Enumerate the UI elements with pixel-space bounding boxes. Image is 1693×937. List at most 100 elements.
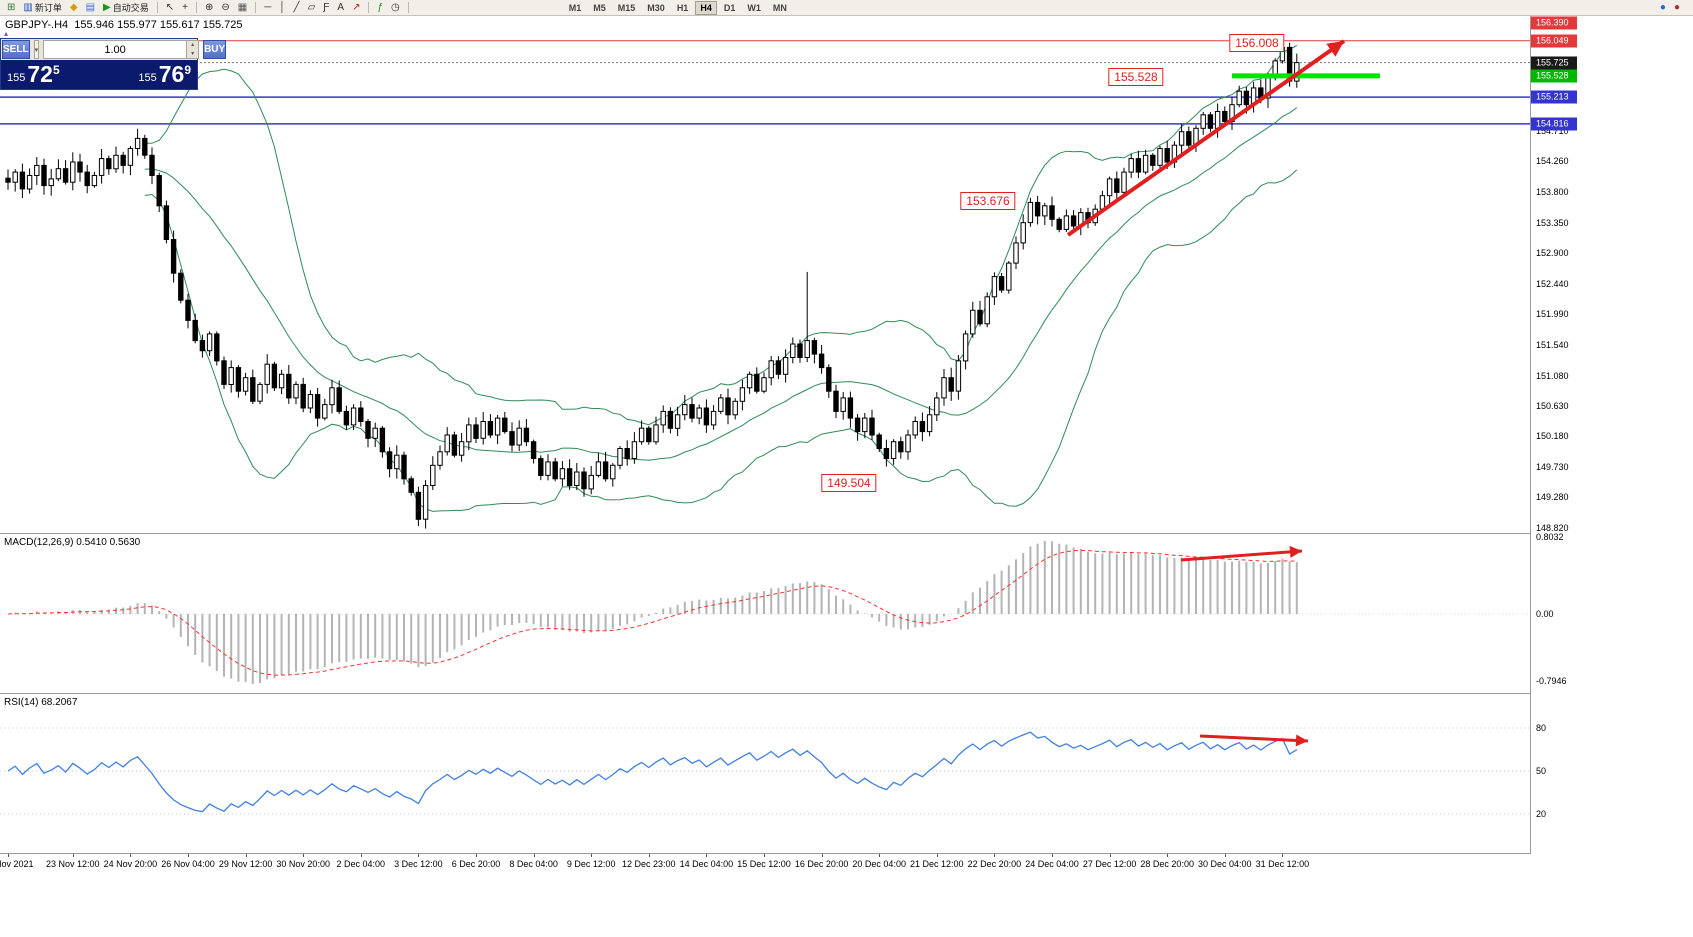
metaeditor-icon: ◆ — [69, 1, 78, 13]
rsi-line — [7, 731, 1298, 813]
trendline-button[interactable]: ╱ — [290, 1, 304, 15]
time-axis-tick — [994, 854, 996, 857]
toolbar-separator — [156, 2, 158, 13]
alert-status-icon[interactable]: ● — [1673, 1, 1680, 13]
timeframe-m5-button[interactable]: M5 — [593, 2, 606, 13]
zoom-out-button[interactable]: ⊖ — [217, 1, 233, 15]
time-axis-tick — [72, 854, 74, 857]
buy-button[interactable]: BUY — [203, 40, 227, 59]
new-chart-button[interactable]: ⊞ — [3, 1, 19, 15]
new-order-icon: ▥ — [23, 1, 33, 13]
tile-windows-button[interactable]: ▦ — [234, 1, 251, 15]
macd-panel[interactable]: MACD(12,26,9) 0.5410 0.5630 — [0, 534, 1530, 693]
rsi-panel[interactable]: RSI(14) 68.2067 — [0, 694, 1530, 853]
timeframe-h1-button[interactable]: H1 — [676, 2, 689, 13]
time-axis-tick — [188, 854, 189, 857]
trendline-icon: ╱ — [293, 1, 300, 13]
main-chart-canvas[interactable] — [0, 16, 1530, 533]
time-axis-label: 22 Dec 20:00 — [967, 859, 1022, 869]
price-annotation[interactable]: 153.676 — [960, 192, 1016, 210]
fibonacci-icon: Ƒ — [323, 1, 330, 13]
price-tag: 156.049 — [1531, 34, 1577, 48]
price-scale-label: 149.730 — [1536, 461, 1569, 472]
volume-dropdown-button[interactable]: ▾ — [33, 40, 40, 59]
trend-arrow[interactable] — [1180, 549, 1303, 562]
time-axis-label: 31 Dec 12:00 — [1255, 859, 1310, 869]
volume-up-button[interactable]: ▴ — [187, 41, 199, 50]
horizontal-line-button[interactable]: ─ — [260, 1, 275, 15]
price-tag: 155.725 — [1531, 56, 1577, 70]
chart-window[interactable]: GBPJPY-.H4 155.946 155.977 155.617 155.7… — [0, 16, 1530, 533]
sell-button[interactable]: SELL — [2, 40, 30, 59]
chevron-down-icon: ▾ — [34, 46, 39, 54]
equidistant-channel-button[interactable]: ▱ — [304, 1, 320, 15]
chart-ohlc-header: GBPJPY-.H4 155.946 155.977 155.617 155.7… — [5, 19, 243, 31]
crosshair-button[interactable]: + — [178, 1, 192, 15]
equidistant-channel-icon: ▱ — [307, 1, 316, 13]
timeframe-d1-button[interactable]: D1 — [723, 2, 736, 13]
time-axis-tick — [1109, 854, 1111, 857]
timeframe-h4-button[interactable]: H4 — [695, 0, 717, 15]
arrow-tool-button[interactable]: ↗ — [348, 1, 364, 15]
time-axis-label: 15 Dec 12:00 — [737, 859, 791, 869]
periods-button[interactable]: ◷ — [387, 1, 404, 15]
price-scale-label: 154.260 — [1536, 156, 1569, 167]
new-order-button[interactable]: ▥ 新订单 — [19, 1, 65, 15]
arrow-tool-icon: ↗ — [352, 1, 361, 13]
volume-input[interactable] — [44, 41, 187, 58]
time-axis-label: 16 Dec 20:00 — [794, 859, 849, 869]
bollinger-band — [144, 107, 1298, 461]
time-axis-label: 30 Dec 04:00 — [1198, 859, 1252, 869]
price-annotation[interactable]: 156.008 — [1229, 34, 1285, 52]
annotations-layer: 156.008 155.528 153.676 149.504 — [0, 16, 1530, 533]
trend-arrow[interactable] — [1066, 39, 1346, 237]
metaeditor-button[interactable]: ◆ — [66, 1, 82, 15]
autotrading-button[interactable]: ▶ 自动交易 — [99, 1, 153, 15]
timeframe-m30-button[interactable]: M30 — [647, 2, 665, 13]
trade-panel-prices: 155 72 5 155 76 9 — [1, 60, 197, 89]
zoom-in-button[interactable]: ⊕ — [201, 1, 217, 15]
time-axis-tick — [1052, 854, 1053, 857]
volume-down-button[interactable]: ▾ — [187, 49, 199, 58]
timeframe-w1-button[interactable]: W1 — [747, 2, 761, 13]
timeframe-mn-button[interactable]: MN — [772, 2, 787, 13]
collapse-trade-panel-button[interactable]: ▴ — [4, 29, 9, 38]
buy-price-display: 155 76 9 — [138, 63, 191, 89]
fibonacci-button[interactable]: Ƒ — [319, 1, 333, 15]
price-scale[interactable]: 154.710 154.260 153.800 153.350 152.900 152.4… — [1530, 16, 1693, 854]
indicators-button[interactable]: ƒ — [373, 1, 387, 15]
time-axis-label: 3 Dec 12:00 — [394, 859, 443, 869]
timeframe-m1-button[interactable]: M1 — [568, 2, 582, 13]
trend-arrow-head — [1295, 734, 1308, 747]
macd-scale-label: -0.7946 — [1536, 675, 1567, 686]
time-axis-label: 6 Dec 20:00 — [451, 859, 501, 869]
time-axis-tick — [879, 854, 881, 857]
text-tool-button[interactable]: A — [333, 1, 348, 15]
macd-scale-label: 0.00 — [1536, 609, 1554, 619]
time-axis-label: 9 Dec 12:00 — [566, 859, 616, 869]
price-scale-label: 152.440 — [1536, 279, 1569, 289]
bollinger-band — [144, 169, 1298, 512]
connection-status-icon[interactable]: ● — [1659, 1, 1666, 13]
time-axis-label: 24 Nov 20:00 — [103, 859, 158, 869]
time-axis-label: 27 Dec 12:00 — [1082, 859, 1137, 869]
time-axis-tick — [764, 854, 765, 857]
panel-separator[interactable] — [0, 693, 1693, 694]
profiles-button[interactable]: ▤ — [82, 1, 99, 15]
panel-separator[interactable] — [0, 533, 1693, 534]
timeframe-m15-button[interactable]: M15 — [617, 2, 636, 13]
time-axis-label: 22 Nov 2021 — [0, 859, 34, 869]
time-axis-label: 24 Dec 04:00 — [1025, 859, 1079, 869]
crosshair-icon: + — [182, 1, 188, 13]
cursor-button[interactable]: ↖ — [162, 1, 178, 15]
rsi-canvas[interactable] — [0, 694, 1530, 853]
trend-arrow[interactable] — [1199, 734, 1309, 743]
vertical-line-button[interactable]: │ — [275, 1, 289, 15]
volume-field: ▴ ▾ — [43, 40, 200, 59]
price-annotation[interactable]: 149.504 — [821, 474, 877, 492]
macd-canvas[interactable] — [0, 534, 1530, 693]
autotrading-label: 自动交易 — [112, 3, 149, 13]
price-annotation[interactable]: 155.528 — [1108, 68, 1164, 86]
autotrading-icon: ▶ — [103, 1, 111, 13]
